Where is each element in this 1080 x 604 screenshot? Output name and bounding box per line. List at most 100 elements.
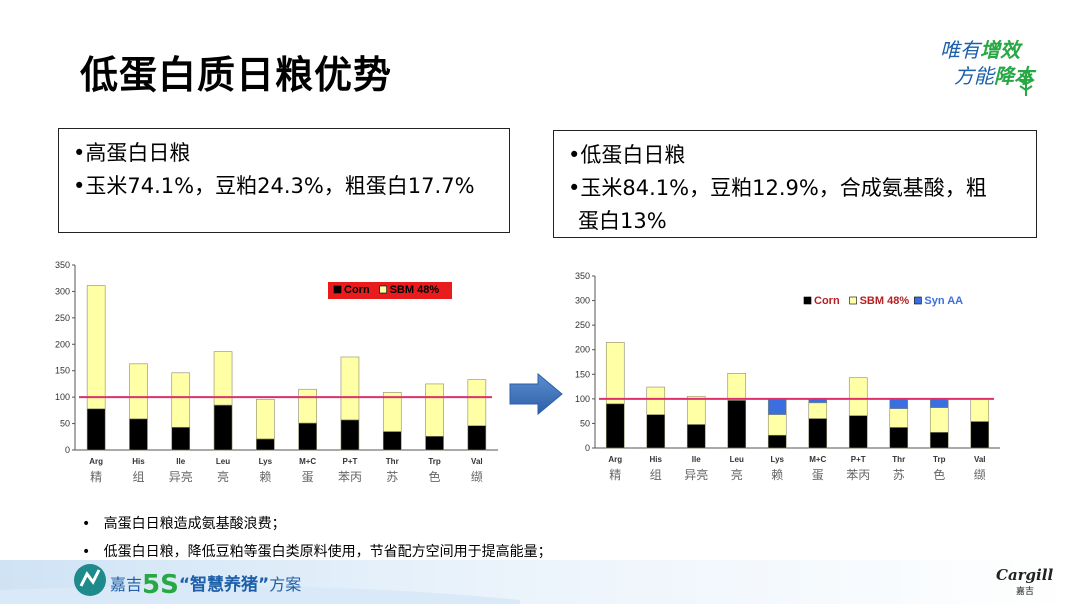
x-tick-label-cn: 赖 (259, 470, 271, 484)
x-tick-label: Val (471, 457, 483, 466)
footer-quoted: “智慧养猪” (179, 575, 269, 595)
low-protein-diet-heading: •低蛋白日粮 (568, 139, 1022, 172)
bar-corn-leu (728, 400, 746, 448)
x-tick-label-cn: 苯丙 (338, 470, 362, 484)
slogan-line-1-prefix: 唯有 (940, 38, 980, 62)
x-tick-label: Trp (933, 455, 946, 464)
high-protein-diet-heading: •高蛋白日粮 (73, 137, 495, 170)
x-tick-label-cn: 蛋 (812, 468, 824, 482)
bar-corn-pt (849, 416, 867, 448)
x-tick-label: Trp (428, 457, 441, 466)
chart-low-protein: 0 50 100 150 200 250 300 350 Arg 精 His 组 Ile 异亮 Leu 亮 Ly… (560, 268, 1020, 493)
x-tick-label: Val (974, 455, 986, 464)
y-tick-label: 50 (580, 418, 590, 428)
bar-corn-val (468, 426, 486, 450)
legend-label: SBM 48% (390, 284, 440, 296)
x-tick-label-cn: 精 (609, 468, 621, 482)
x-tick-label-cn: 蛋 (302, 470, 314, 484)
high-protein-diet-composition: •玉米74.1%，豆粕24.3%，粗蛋白17.7% (73, 170, 495, 203)
page-title: 低蛋白质日粮优势 (80, 44, 392, 99)
bar-corn-lys (256, 439, 274, 450)
x-tick-label-cn: 组 (650, 468, 662, 482)
bar-sbm-48--trp (930, 408, 948, 433)
legend-label: Corn (344, 284, 370, 296)
bar-sbm-48--lys (256, 399, 274, 439)
cargill-logo: Cargill (996, 566, 1053, 584)
bar-corn-arg (87, 409, 105, 450)
legend-label: Syn AA (924, 295, 963, 307)
bar-sbm-48--val (468, 380, 486, 426)
low-protein-diet-composition-cont: 蛋白13% (568, 205, 1022, 238)
bar-corn-his (647, 415, 665, 448)
y-tick-label: 350 (575, 271, 590, 281)
x-tick-label: Thr (386, 457, 399, 466)
x-tick-label: M+C (809, 455, 826, 464)
x-tick-label: P+T (851, 455, 866, 464)
x-tick-label: His (132, 457, 145, 466)
bar-corn-trp (930, 432, 948, 448)
x-tick-label-cn: 赖 (771, 468, 783, 482)
legend-swatch (334, 286, 341, 293)
y-tick-label: 100 (575, 394, 590, 404)
bar-sbm-48--mc (809, 403, 827, 419)
bar-corn-val (971, 421, 989, 448)
x-tick-label-cn: 精 (90, 470, 102, 484)
bar-sbm-48--pt (341, 357, 359, 420)
legend-swatch (380, 286, 387, 293)
low-protein-diet-box: •低蛋白日粮 •玉米84.1%，豆粕12.9%，合成氨基酸，粗 蛋白13% (553, 130, 1037, 238)
bar-corn-ile (687, 424, 705, 448)
y-tick-label: 100 (55, 392, 70, 402)
y-tick-label: 250 (575, 320, 590, 330)
bar-sbm-48--leu (728, 373, 746, 400)
y-tick-label: 200 (575, 345, 590, 355)
y-tick-label: 200 (55, 339, 70, 349)
bar-sbm-48--his (647, 387, 665, 415)
x-tick-label-cn: 色 (933, 468, 945, 482)
bar-corn-pt (341, 420, 359, 450)
y-tick-label: 150 (55, 366, 70, 376)
y-tick-label: 250 (55, 313, 70, 323)
x-tick-label: Ile (176, 457, 185, 466)
bar-corn-mc (299, 423, 317, 450)
high-protein-diet-box: •高蛋白日粮 •玉米74.1%，豆粕24.3%，粗蛋白17.7% (58, 128, 510, 233)
x-tick-label: Lys (259, 457, 273, 466)
cargill-logo-cn: 嘉吉 (1016, 584, 1034, 597)
low-protein-diet-composition: •玉米84.1%，豆粕12.9%，合成氨基酸，粗 (568, 172, 1022, 205)
slogan-line-1-highlight: 增效 (980, 38, 1020, 62)
bar-sbm-48--arg (87, 286, 105, 409)
bar-syn-aa-thr (890, 399, 908, 409)
y-tick-label: 300 (575, 296, 590, 306)
x-tick-label: Leu (730, 455, 744, 464)
bar-syn-aa-lys (768, 399, 786, 415)
bullet-2: • 低蛋白日粮，降低豆粕等蛋白类原料使用，节省配方空间用于提高能量； (82, 541, 552, 561)
footer-brand-text: 嘉吉5S“智慧养猪”方案 (110, 570, 301, 600)
bar-corn-his (129, 419, 147, 450)
bar-sbm-48--arg (606, 342, 624, 403)
wheat-icon (1006, 70, 1046, 98)
bullet-1: • 高蛋白日粮造成氨基酸浪费； (82, 513, 286, 533)
legend-swatch (850, 297, 857, 304)
x-tick-label-cn: 苯丙 (846, 468, 870, 482)
bullet-2-text: 低蛋白日粮，降低豆粕等蛋白类原料使用，节省配方空间用于提高能量； (104, 544, 552, 560)
bar-sbm-48--mc (299, 389, 317, 423)
bar-sbm-48--ile (687, 396, 705, 424)
bar-corn-leu (214, 405, 232, 450)
bar-sbm-48--thr (383, 392, 401, 431)
footer-suffix: 方案 (269, 575, 301, 594)
bar-corn-lys (768, 435, 786, 448)
bar-corn-thr (890, 427, 908, 448)
x-tick-label-cn: 异亮 (684, 467, 708, 482)
x-tick-label: Ile (692, 455, 701, 464)
legend-swatch (914, 297, 921, 304)
bar-sbm-48--thr (890, 409, 908, 428)
bar-corn-mc (809, 419, 827, 448)
bar-syn-aa-trp (930, 399, 948, 408)
x-tick-label-cn: 亮 (217, 469, 229, 484)
y-tick-label: 300 (55, 286, 70, 296)
x-tick-label-cn: 缬 (974, 468, 986, 482)
slogan-line-1: 唯有增效 (940, 34, 1020, 63)
bar-corn-ile (172, 427, 190, 450)
y-tick-label: 150 (575, 369, 590, 379)
bar-sbm-48--lys (768, 415, 786, 436)
x-tick-label: Leu (216, 457, 230, 466)
